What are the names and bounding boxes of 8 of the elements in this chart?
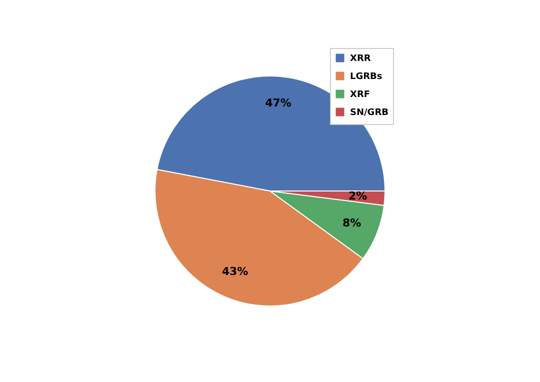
legend-label: SN/GRB: [350, 108, 389, 118]
data-label: 8%: [342, 216, 362, 230]
legend-label: LGRBs: [350, 72, 382, 82]
legend-label: XRR: [350, 54, 371, 64]
legend-label: XRF: [350, 90, 370, 100]
data-label: 47%: [265, 96, 292, 110]
data-label: 43%: [222, 264, 248, 278]
data-label: 2%: [348, 190, 368, 203]
